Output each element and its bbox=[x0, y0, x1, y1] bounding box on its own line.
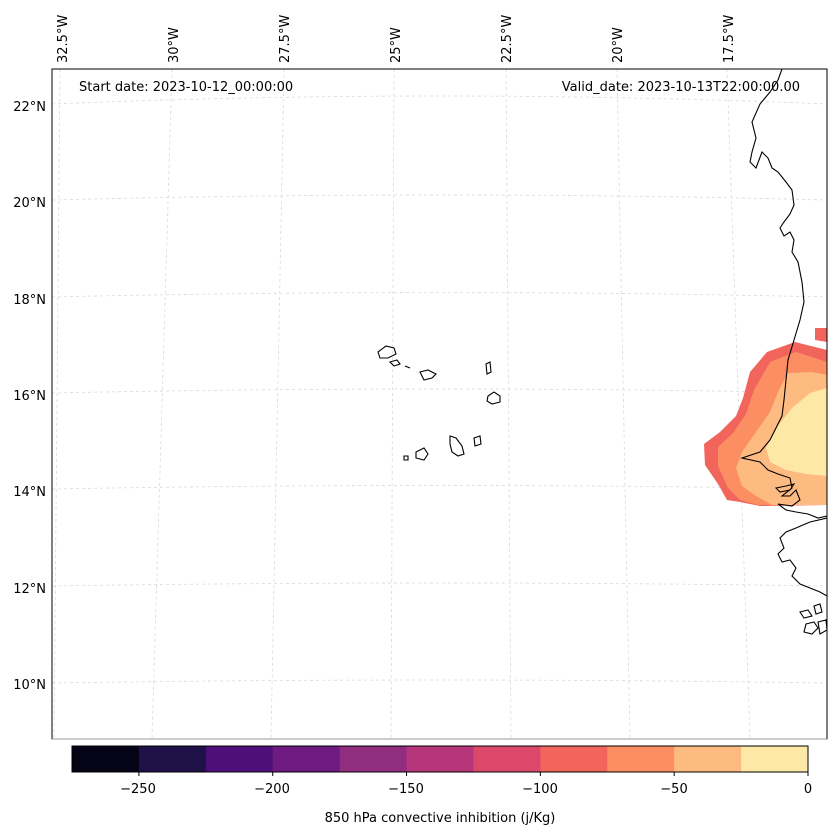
lon-label: 32.5°W bbox=[56, 15, 71, 63]
meridian-27-5w bbox=[270, 69, 285, 739]
island-santa-luzia bbox=[404, 365, 411, 369]
lon-label: 30°W bbox=[167, 27, 182, 63]
gambia-estuary bbox=[774, 483, 796, 493]
contour-level-neg25-0 bbox=[766, 388, 827, 476]
colorbar-frame bbox=[71, 745, 809, 773]
colorbar-tick-label: −150 bbox=[388, 782, 424, 797]
island-brava bbox=[403, 455, 409, 461]
island-fogo bbox=[415, 447, 429, 461]
colorbar-tick-label: −250 bbox=[120, 782, 156, 797]
island-santiago bbox=[449, 435, 465, 457]
lat-label: 12°N bbox=[13, 582, 46, 597]
lon-label: 20°W bbox=[611, 27, 626, 63]
bijagos-islands bbox=[799, 603, 827, 635]
island-maio bbox=[473, 435, 482, 447]
lat-label: 20°N bbox=[13, 196, 46, 211]
meridian-30w bbox=[151, 69, 173, 739]
colorbar-segment bbox=[741, 746, 809, 772]
lat-label: 10°N bbox=[13, 678, 46, 693]
valid-date-label: Valid_date: 2023-10-13T22:00:00.00 bbox=[562, 80, 800, 95]
colorbar-tick-label: −200 bbox=[254, 782, 290, 797]
colorbar-tick-label: −100 bbox=[522, 782, 558, 797]
graticule bbox=[52, 69, 827, 739]
island-sal bbox=[485, 361, 492, 375]
colorbar-segment bbox=[72, 746, 140, 772]
lon-label: 27.5°W bbox=[278, 15, 293, 63]
lat-labels: 22°N 20°N 18°N 16°N 14°N 12°N 10°N bbox=[13, 100, 46, 693]
colorbar-segment bbox=[272, 746, 341, 772]
parallel-18n bbox=[52, 292, 827, 298]
lat-label: 16°N bbox=[13, 389, 46, 404]
africa-coast-south bbox=[777, 517, 827, 597]
map-frame bbox=[51, 68, 828, 740]
colorbar-segment bbox=[540, 746, 608, 772]
contour-small-patch bbox=[815, 328, 827, 342]
start-date-label: Start date: 2023-10-12_00:00:00 bbox=[79, 80, 293, 95]
colorbar-segment bbox=[406, 746, 474, 772]
colorbar-segment bbox=[205, 746, 274, 772]
colorbar-tick-label: 0 bbox=[804, 782, 812, 797]
lat-label: 18°N bbox=[13, 293, 46, 308]
colorbar-tick-label: −50 bbox=[660, 782, 687, 797]
island-sao-vicente bbox=[388, 359, 401, 367]
lon-labels: 32.5°W 30°W 27.5°W 25°W 22.5°W 20°W 17.5… bbox=[56, 15, 737, 63]
meridian-20w bbox=[616, 69, 631, 739]
meridian-32-5w bbox=[53, 69, 61, 739]
colorbar bbox=[71, 745, 809, 776]
island-boa-vista bbox=[486, 391, 501, 405]
colorbar-segment bbox=[674, 746, 742, 772]
lon-label: 17.5°W bbox=[722, 15, 737, 63]
parallel-22n bbox=[52, 95, 827, 105]
island-sao-nicolau bbox=[419, 369, 437, 381]
lat-label: 22°N bbox=[13, 100, 46, 115]
parallel-20n bbox=[52, 194, 827, 201]
parallel-12n bbox=[52, 582, 827, 587]
meridian-22-5w bbox=[505, 69, 512, 739]
colorbar-segment bbox=[473, 746, 541, 772]
colorbar-ticks: −250 −200 −150 −100 −50 0 bbox=[120, 782, 812, 797]
africa-coast-north bbox=[739, 69, 827, 519]
colorbar-label: 850 hPa convective inhibition (j/Kg) bbox=[325, 811, 556, 826]
colorbar-segment bbox=[138, 746, 207, 772]
cin-filled-contours bbox=[704, 328, 827, 506]
lon-label: 22.5°W bbox=[500, 15, 515, 63]
lon-label: 25°W bbox=[389, 27, 404, 63]
parallel-10n bbox=[52, 679, 827, 684]
colorbar-segment bbox=[339, 746, 408, 772]
island-santo-antao bbox=[377, 345, 397, 359]
meridian-25w bbox=[390, 69, 395, 739]
lat-label: 14°N bbox=[13, 485, 46, 500]
colorbar-segment bbox=[607, 746, 675, 772]
coastlines bbox=[377, 69, 827, 635]
meridian-17-5w bbox=[726, 69, 751, 739]
parallel-14n bbox=[52, 485, 827, 490]
parallel-16n bbox=[52, 388, 827, 394]
